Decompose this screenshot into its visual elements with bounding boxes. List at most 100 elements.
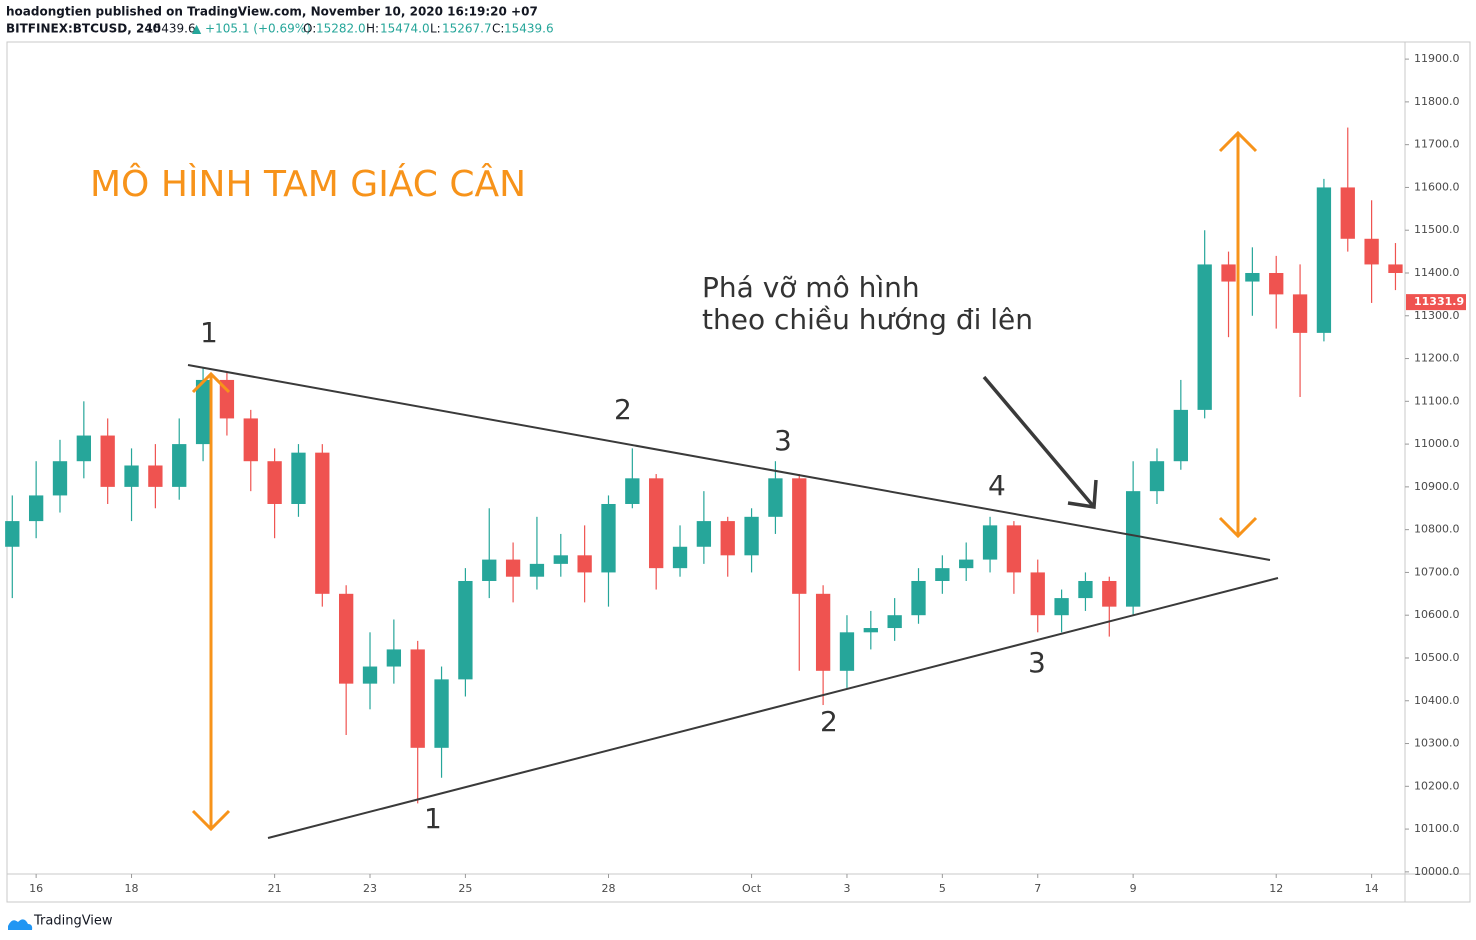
x-tick-label: 23 [363, 882, 377, 895]
y-tick-label: 11800.0 [1414, 95, 1460, 108]
candle-body [362, 666, 378, 684]
x-tick-label: 25 [458, 882, 472, 895]
candle-body [52, 461, 68, 496]
candle-body [1364, 238, 1379, 265]
publisher: hoadongtien published on TradingView.com… [6, 5, 538, 19]
candle-body [458, 580, 473, 680]
y-tick-label: 10400.0 [1414, 694, 1460, 707]
point-label: 1 [424, 802, 442, 835]
candle-body [720, 521, 735, 556]
candle-body [76, 435, 91, 462]
arrow-head [191, 809, 231, 832]
y-tick-label: 10300.0 [1414, 737, 1460, 750]
candle-body [434, 679, 449, 748]
y-tick-label: 11100.0 [1414, 394, 1460, 407]
y-tick-label: 11400.0 [1414, 266, 1460, 279]
point-label: 2 [820, 705, 838, 738]
logo [8, 919, 33, 930]
candle-body [124, 465, 139, 487]
candle-body [339, 593, 354, 684]
brand: TradingView [33, 914, 113, 929]
candle-body [1316, 187, 1332, 333]
pattern-title: MÔ HÌNH TAM GIÁC CÂN [90, 163, 526, 205]
candle-body [625, 478, 640, 504]
l: 15267.7 [442, 22, 492, 36]
arrow-head [1067, 479, 1098, 510]
last-price-badge [1406, 294, 1466, 311]
h: 15474.0 [380, 22, 430, 36]
candle-body [1149, 461, 1165, 492]
y-tick-label: 11500.0 [1414, 223, 1460, 236]
x-tick-label: 5 [939, 882, 946, 895]
candle-body [744, 516, 759, 556]
y-tick-label: 10500.0 [1414, 651, 1460, 664]
x-tick-label: Oct [742, 882, 762, 895]
candle-body [768, 478, 783, 517]
candle-body [1102, 580, 1117, 607]
candle-body [553, 555, 568, 564]
candle-body [887, 615, 902, 629]
x-tick-label: 18 [125, 882, 139, 895]
candle-body [291, 452, 306, 504]
candle-body [172, 444, 187, 487]
triangle [187, 364, 1279, 839]
candle-body [792, 478, 807, 594]
candle-body [1125, 491, 1141, 607]
o: 15282.0 [316, 22, 366, 36]
note-line: theo chiều hướng đi lên [702, 303, 1033, 336]
y-tick-label: 11700.0 [1414, 138, 1460, 151]
candle-body [1388, 264, 1403, 273]
point-label: 3 [1028, 646, 1046, 679]
arrow-line [982, 375, 1096, 509]
arrow-head [1218, 130, 1258, 153]
x-tick-label: 3 [843, 882, 850, 895]
c: 15439.6 [504, 22, 554, 36]
candle-body [863, 628, 878, 633]
x-tick-label: 28 [601, 882, 615, 895]
y-tick-label: 10800.0 [1414, 523, 1460, 536]
candle-body [1006, 525, 1022, 573]
symbol: BITFINEX:BTCUSD, 240 [6, 22, 161, 36]
x-tick-label: 7 [1034, 882, 1041, 895]
x-tick-label: 16 [29, 882, 43, 895]
y-tick-label: 11300.0 [1414, 309, 1460, 322]
x-tick-label: 12 [1269, 882, 1283, 895]
h-label: H: [366, 22, 379, 36]
arrow-head [1218, 516, 1258, 539]
candle-body [5, 521, 20, 547]
candle-body [505, 559, 521, 577]
x-tick-label: 21 [268, 882, 282, 895]
break-arrow [982, 375, 1098, 510]
candle-body [1292, 294, 1308, 333]
candle-body [243, 418, 258, 462]
lower-trendline [267, 577, 1279, 839]
x-tick-label: 9 [1130, 882, 1137, 895]
height-arrows [191, 130, 1258, 832]
change: ▲ +105.1 (+0.69%) [192, 22, 311, 36]
candle-body [959, 559, 974, 569]
y-tick-label: 11900.0 [1414, 52, 1460, 65]
y-tick-label: 11000.0 [1414, 437, 1460, 450]
y-tick-label: 10000.0 [1414, 865, 1460, 878]
l-label: L: [430, 22, 441, 36]
candle-body [696, 521, 712, 547]
candle-body [100, 435, 115, 487]
candle-body [410, 649, 425, 748]
candle-body [148, 465, 163, 487]
c-label: C: [492, 22, 504, 36]
candle-body [577, 555, 592, 573]
last-price-label: 11331.9 [1414, 295, 1464, 308]
candle-body [28, 495, 44, 522]
candle-body [1340, 187, 1355, 239]
candle-body [839, 632, 855, 671]
candle-body [672, 546, 688, 569]
point-label: 3 [774, 424, 792, 457]
candle-body [529, 563, 545, 577]
y-tick-label: 11600.0 [1414, 180, 1460, 193]
candle-body [982, 525, 998, 560]
candle-body [219, 379, 235, 419]
candle-body [386, 649, 402, 667]
x-tick-label: 14 [1365, 882, 1379, 895]
o-label: O: [303, 22, 316, 36]
